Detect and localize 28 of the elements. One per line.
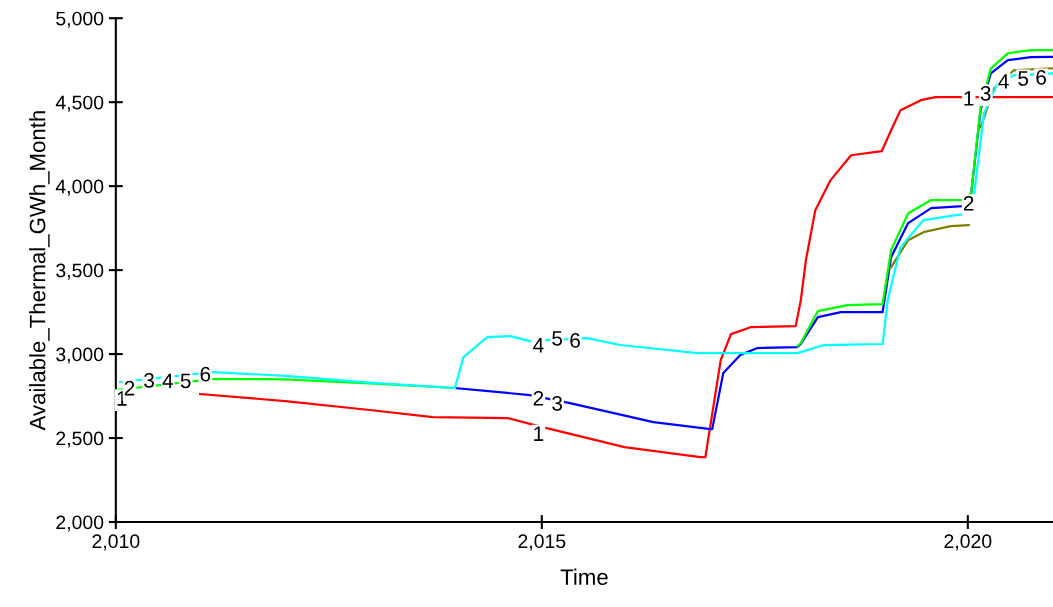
annotation: 4 — [998, 74, 1009, 89]
x-axis-title: Time — [560, 568, 608, 585]
x-tick-label: 2,020 — [944, 534, 992, 551]
annotation: 5 — [1018, 71, 1029, 86]
annotation: 5 — [180, 373, 191, 389]
annotation: 6 — [1036, 70, 1046, 85]
annotation: 6 — [570, 333, 580, 348]
annotation: 4 — [533, 338, 544, 353]
annotation: 1 — [964, 91, 974, 106]
y-tick-label: 2,500 — [56, 431, 104, 448]
annotation: 1 — [534, 426, 544, 441]
annotation: 3 — [552, 395, 563, 411]
annotation: 2 — [533, 390, 544, 406]
y-tick-label: 3,000 — [56, 347, 104, 364]
x-tick-label: 2,010 — [92, 534, 140, 551]
annotation: 4 — [162, 373, 173, 389]
annotation: 5 — [552, 331, 563, 346]
y-tick-label: 4,000 — [55, 179, 104, 196]
annotation: 2 — [963, 195, 974, 211]
y-tick-label: 4,500 — [55, 95, 104, 112]
x-tick-label: 2,015 — [518, 534, 566, 551]
annotation: 6 — [200, 366, 211, 382]
y-axis-title: Available_Thermal_GWh_Month — [29, 111, 50, 431]
y-tick-label: 5,000 — [56, 11, 104, 28]
y-tick-label: 2,000 — [56, 515, 104, 532]
annotation: 3 — [144, 372, 154, 388]
annotation: 3 — [980, 85, 991, 101]
y-tick-label: 3,500 — [56, 263, 104, 280]
